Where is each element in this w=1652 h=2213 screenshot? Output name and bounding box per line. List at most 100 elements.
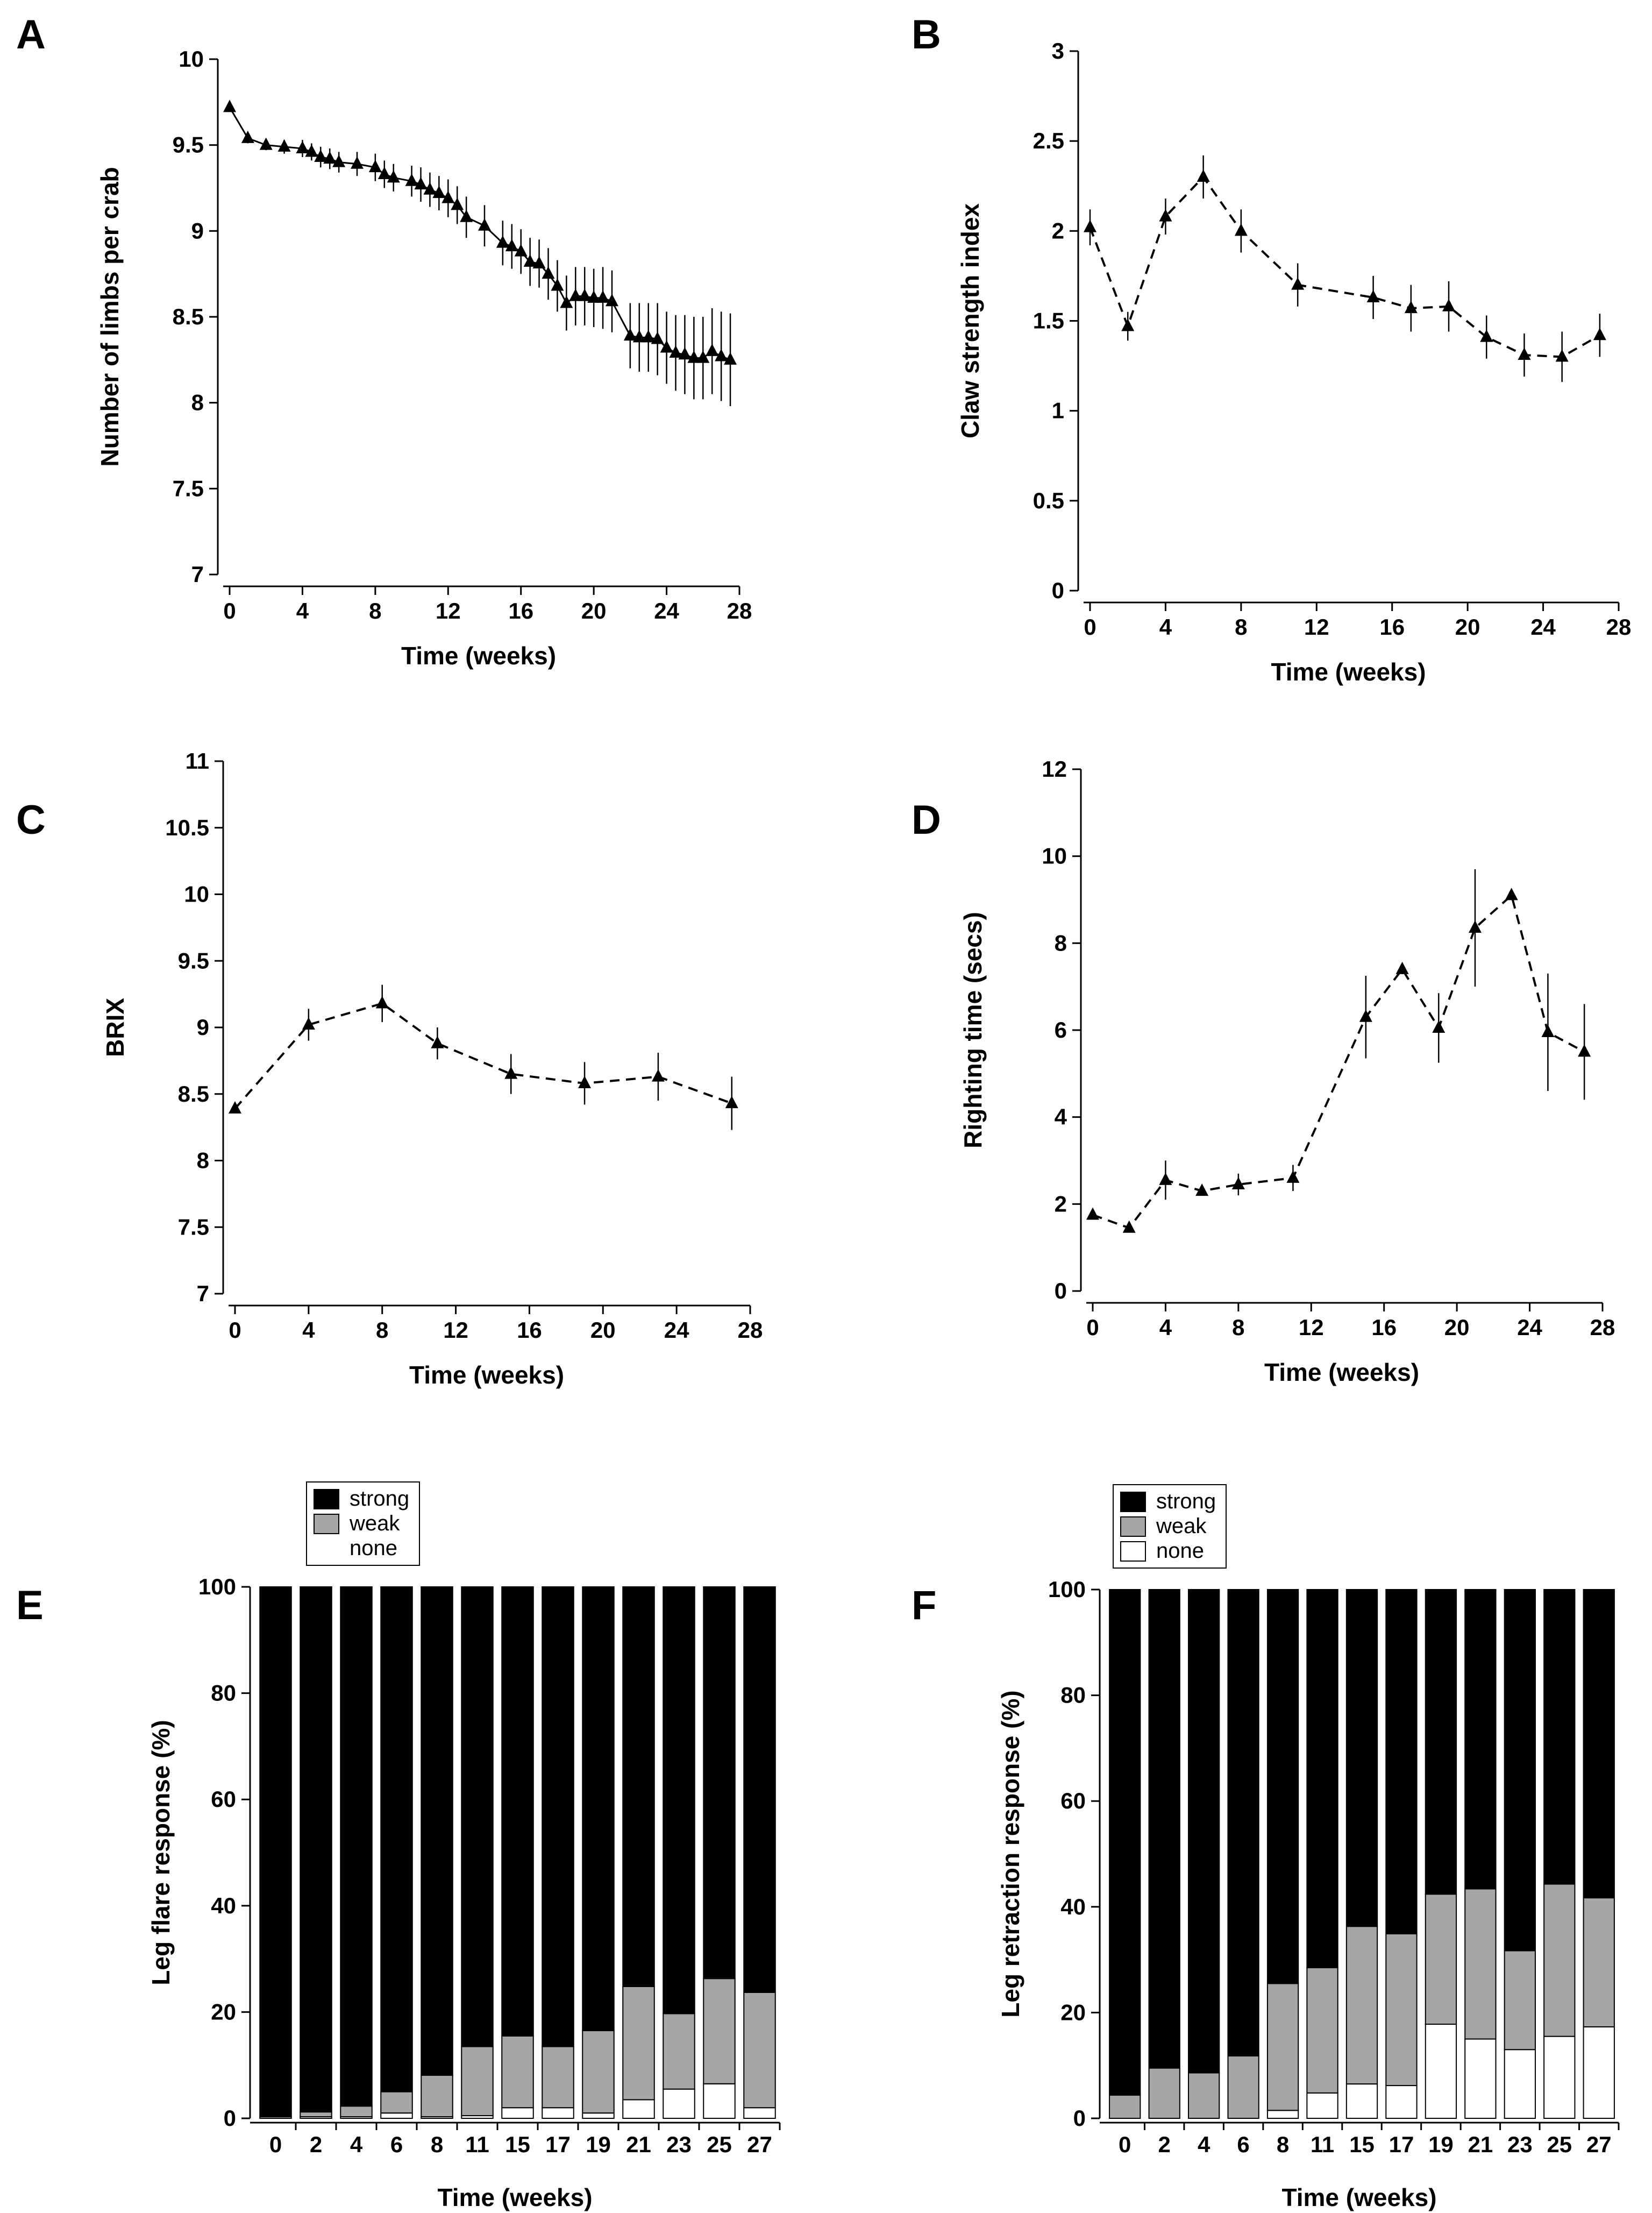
x-tick-label: 28 bbox=[727, 598, 752, 623]
bar-segment-none bbox=[1306, 2092, 1338, 2119]
data-point-marker bbox=[302, 1017, 315, 1030]
data-point-marker bbox=[451, 197, 464, 210]
bar-segment-none bbox=[703, 2083, 736, 2119]
bar-segment-strong bbox=[461, 1586, 494, 2047]
bar-segment-strong bbox=[743, 1586, 776, 1993]
legend-swatch-none bbox=[1120, 1541, 1146, 1562]
bar-segment-strong bbox=[1148, 1589, 1180, 2069]
data-point-marker bbox=[578, 288, 592, 301]
x-tick-label: 20 bbox=[590, 1317, 616, 1343]
x-tick-label: 17 bbox=[1389, 2132, 1414, 2157]
bar-segment-none bbox=[622, 2099, 655, 2119]
data-point-marker bbox=[1086, 1207, 1099, 1220]
x-tick-label: 2 bbox=[310, 2132, 322, 2157]
legend-label: none bbox=[350, 1536, 397, 1560]
y-tick-label: 10 bbox=[1042, 843, 1067, 869]
bar-segment-strong bbox=[421, 1586, 453, 2076]
x-tick-label: 0 bbox=[1119, 2132, 1131, 2157]
data-point-marker bbox=[375, 996, 389, 1009]
legend-label: strong bbox=[1156, 1489, 1216, 1513]
bar-segment-none bbox=[1464, 2038, 1497, 2119]
x-tick-label: 12 bbox=[443, 1317, 468, 1343]
chart-panel-a: A 7 7.5 8 8.5 9 9.5 10 Number of limbs per crab 0… bbox=[16, 12, 752, 670]
y-tick-label: 9 bbox=[191, 218, 204, 243]
data-point-marker bbox=[1442, 299, 1456, 311]
data-point-marker bbox=[642, 330, 655, 343]
x-tick-label: 15 bbox=[505, 2132, 530, 2157]
data-point-marker bbox=[587, 290, 601, 303]
y-tick-label: 1.5 bbox=[1033, 308, 1064, 334]
y-axis-title: Leg retraction response (%) bbox=[996, 1690, 1024, 2017]
bar-segment-none bbox=[1583, 2026, 1615, 2119]
panel-letter: F bbox=[912, 1583, 936, 1628]
y-tick-label: 7.5 bbox=[173, 476, 204, 501]
data-point-marker bbox=[724, 352, 737, 365]
bar-segment-none bbox=[582, 2112, 615, 2119]
x-tick-label: 8 bbox=[376, 1317, 388, 1343]
y-tick-label: 12 bbox=[1042, 756, 1067, 782]
bar-segment-weak bbox=[1425, 1893, 1457, 2025]
x-axis-title: Time (weeks) bbox=[1264, 1358, 1419, 1386]
y-axis-title: Leg flare response (%) bbox=[147, 1720, 175, 1985]
x-tick-label: 23 bbox=[666, 2132, 692, 2157]
bar-segment-weak bbox=[1266, 1983, 1299, 2111]
series-line bbox=[1089, 175, 1600, 358]
data-point-marker bbox=[1432, 1020, 1446, 1033]
bar-segment-none bbox=[1345, 2083, 1378, 2119]
bar-segment-weak bbox=[1109, 2094, 1141, 2119]
bar-segment-strong bbox=[663, 1586, 695, 2015]
x-tick-label: 0 bbox=[269, 2132, 282, 2157]
x-tick-label: 2 bbox=[1158, 2132, 1171, 2157]
data-point-marker bbox=[542, 266, 555, 279]
bar-segment-none bbox=[743, 2107, 776, 2119]
x-tick-label: 27 bbox=[1586, 2132, 1612, 2157]
x-tick-label: 11 bbox=[1311, 2132, 1334, 2157]
y-tick-label: 10 bbox=[184, 882, 209, 907]
x-tick-label: 25 bbox=[707, 2132, 732, 2157]
data-point-marker bbox=[696, 350, 710, 363]
bar-segment-none bbox=[380, 2112, 413, 2119]
y-tick-label: 2 bbox=[1052, 218, 1064, 243]
y-tick-label: 11 bbox=[186, 748, 209, 774]
data-point-marker bbox=[514, 244, 528, 257]
bar-segment-strong bbox=[1583, 1589, 1615, 1899]
bar-segment-weak bbox=[542, 2046, 574, 2109]
y-tick-label: 60 bbox=[211, 1786, 236, 1812]
bar-segment-strong bbox=[1266, 1589, 1299, 1984]
bar-segment-weak bbox=[1148, 2067, 1180, 2119]
y-tick-label: 7 bbox=[197, 1281, 209, 1306]
x-tick-label: 0 bbox=[223, 598, 236, 623]
y-tick-label: 8 bbox=[1055, 930, 1067, 955]
bar-segment-weak bbox=[501, 2035, 534, 2109]
x-tick-label: 24 bbox=[654, 598, 679, 623]
bar-segment-weak bbox=[1504, 1950, 1536, 2051]
data-point-marker bbox=[578, 1075, 592, 1088]
x-tick-label: 0 bbox=[229, 1317, 241, 1343]
bar-segment-strong bbox=[703, 1586, 736, 1980]
bar-segment-strong bbox=[259, 1586, 292, 2118]
x-tick-label: 4 bbox=[1159, 1315, 1172, 1340]
data-point-marker bbox=[523, 254, 537, 267]
data-point-marker bbox=[715, 349, 728, 361]
bar-segment-none bbox=[1385, 2085, 1418, 2119]
y-axis-title: BRIX bbox=[101, 998, 129, 1057]
y-tick-label: 80 bbox=[211, 1680, 236, 1706]
bar-segment-strong bbox=[340, 1586, 373, 2107]
data-point-marker bbox=[1480, 329, 1493, 342]
data-point-marker bbox=[277, 139, 291, 152]
y-tick-label: 9.5 bbox=[173, 132, 204, 158]
y-tick-label: 40 bbox=[211, 1893, 236, 1918]
x-tick-label: 6 bbox=[1237, 2132, 1249, 2157]
y-tick-label: 40 bbox=[1060, 1894, 1086, 1919]
data-point-marker bbox=[305, 144, 318, 157]
chart-panel-e: E 0 20 40 60 80 100 Leg flare response (%) 0 2 4 6 8… bbox=[16, 1481, 781, 2211]
data-point-marker bbox=[706, 343, 719, 356]
y-tick-label: 20 bbox=[211, 1999, 236, 2024]
bar-segment-none bbox=[663, 2088, 695, 2119]
data-point-marker bbox=[660, 340, 673, 353]
bar-segment-strong bbox=[1227, 1589, 1259, 2057]
data-point-marker bbox=[669, 345, 682, 358]
